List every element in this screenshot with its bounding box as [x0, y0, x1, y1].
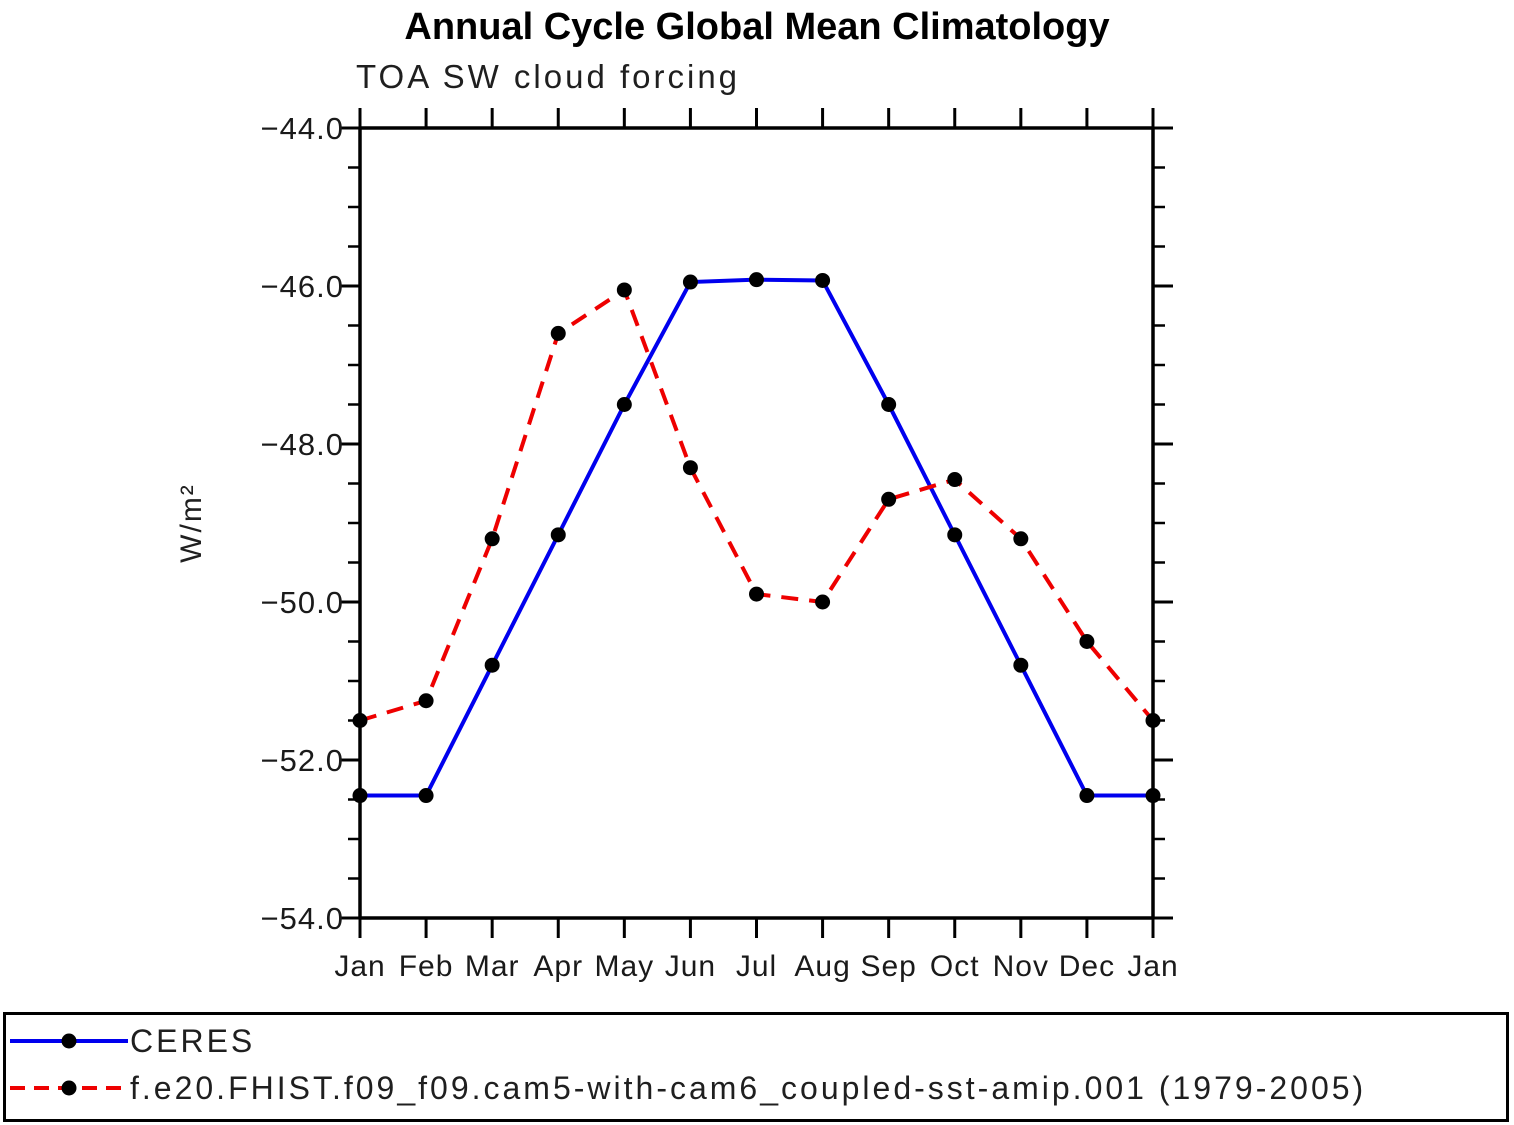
series-line-1	[359, 286, 1155, 723]
x-tick-label: Jun	[665, 950, 716, 983]
x-tick-label: Feb	[399, 950, 454, 983]
series-line-0	[360, 277, 1153, 798]
y-tick-label: −48.0	[261, 427, 344, 462]
data-point	[749, 272, 764, 288]
chart-title: Annual Cycle Global Mean Climatology	[404, 6, 1110, 48]
y-tick-label: −50.0	[261, 585, 344, 620]
ceres-line-sample	[10, 1033, 128, 1049]
data-point	[550, 527, 566, 543]
x-tick-label: Jan	[1127, 950, 1178, 983]
legend-item-ceres: CERES	[8, 1023, 255, 1059]
data-point	[616, 282, 632, 298]
data-point	[815, 594, 831, 610]
plot-area: Jan Feb Mar Apr May Jun Jul Aug Sep Oct Nov Dec Jan −…	[261, 108, 1178, 983]
data-point	[881, 397, 897, 412]
data-point	[484, 657, 500, 673]
data-point	[947, 472, 963, 488]
data-point	[1079, 634, 1095, 649]
data-point	[881, 491, 897, 507]
x-tick-label: Jul	[736, 950, 777, 983]
x-tick-label: Sep	[860, 950, 916, 983]
legend-marker-dot	[61, 1033, 77, 1049]
legend-label-ceres: CERES	[130, 1022, 256, 1059]
x-tick-label: Oct	[930, 950, 980, 983]
y-tick-label: −46.0	[261, 269, 344, 304]
data-point	[682, 460, 698, 476]
data-point	[616, 397, 632, 412]
x-tick-label: Mar	[465, 950, 520, 983]
model-line-sample	[10, 1080, 128, 1096]
x-tick-label: May	[594, 950, 654, 983]
data-point	[418, 693, 434, 709]
y-tick-label: −52.0	[261, 743, 344, 778]
data-point	[1079, 788, 1095, 804]
data-point	[352, 713, 368, 728]
legend-label-model-run: f.e20.FHIST.f09_f09.cam5-with-cam6_coupl…	[130, 1069, 1367, 1106]
data-point	[682, 274, 698, 290]
legend-box: CERES f.e20.FHIST.f09_f09.cam5-with-cam6…	[3, 1012, 1509, 1122]
data-point	[352, 788, 368, 804]
data-point	[550, 325, 566, 341]
x-tick-label: Dec	[1059, 950, 1115, 983]
legend-marker-dot	[61, 1080, 77, 1096]
data-point	[1145, 788, 1161, 804]
x-tick-label: Apr	[533, 950, 583, 983]
y-tick-label: −44.0	[261, 111, 344, 146]
data-point	[1145, 713, 1161, 728]
data-point	[418, 788, 434, 804]
y-tick-label: −54.0	[261, 901, 344, 936]
data-point	[1013, 657, 1029, 673]
x-tick-label: Aug	[794, 950, 850, 983]
data-point	[484, 531, 500, 547]
data-point	[1013, 531, 1029, 547]
data-point	[749, 586, 764, 602]
x-tick-label: Jan	[334, 950, 385, 983]
data-point	[947, 527, 963, 543]
legend-item-model-run: f.e20.FHIST.f09_f09.cam5-with-cam6_coupl…	[8, 1070, 1366, 1106]
chart-subtitle: TOA SW cloud forcing	[356, 58, 741, 95]
x-tick-label: Nov	[993, 950, 1049, 983]
data-point	[815, 272, 831, 288]
